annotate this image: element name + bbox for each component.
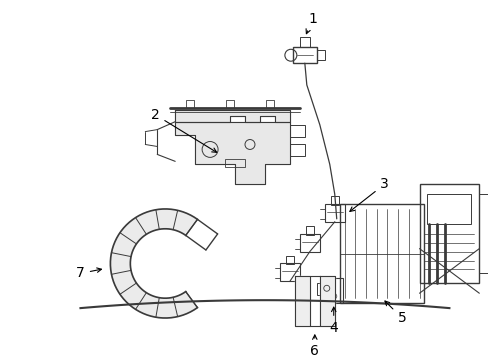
Bar [292,47,316,63]
Bar [299,234,319,252]
Polygon shape [110,209,197,318]
Polygon shape [175,122,289,184]
Bar [419,184,478,283]
Bar [316,283,324,295]
Bar [289,125,304,136]
Bar [427,194,470,224]
Bar [330,196,338,205]
Polygon shape [175,110,289,122]
Bar [224,159,244,167]
Polygon shape [319,276,334,326]
Bar [186,100,194,108]
Text: 5: 5 [384,301,406,325]
Text: 2: 2 [151,108,216,152]
Text: 3: 3 [349,177,388,211]
Bar [305,226,313,235]
Bar [339,204,424,303]
Bar [299,37,309,47]
Bar [285,256,293,265]
Text: 4: 4 [329,307,337,335]
Bar [279,264,299,281]
Bar [324,278,342,303]
Text: 1: 1 [305,12,317,34]
Bar [225,100,234,108]
Polygon shape [294,276,309,326]
Text: 6: 6 [310,335,319,358]
Bar [265,100,273,108]
Bar [289,144,304,156]
Bar [324,204,344,222]
Bar [316,50,324,60]
Text: 7: 7 [76,266,101,280]
